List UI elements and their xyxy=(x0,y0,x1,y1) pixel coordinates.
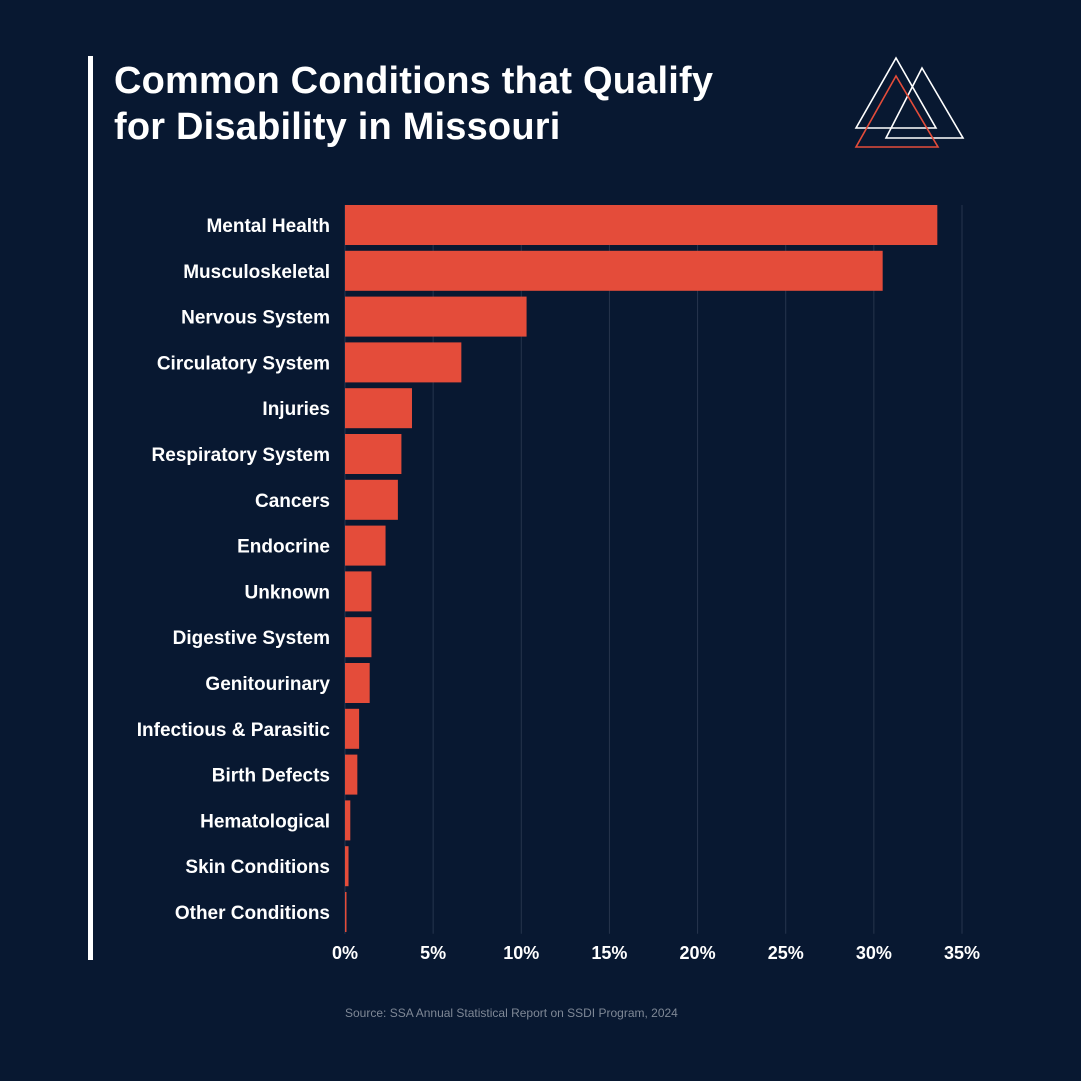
category-label: Birth Defects xyxy=(212,766,330,787)
category-label: Endocrine xyxy=(237,537,330,558)
category-label: Infectious & Parasitic xyxy=(137,720,331,741)
bar xyxy=(345,525,386,566)
category-label: Other Conditions xyxy=(175,903,330,924)
x-tick-label: 20% xyxy=(680,943,716,963)
category-label: Musculoskeletal xyxy=(183,262,330,283)
bar xyxy=(345,205,938,245)
category-label: Digestive System xyxy=(173,628,330,649)
accent-rule xyxy=(88,56,93,960)
title-line-2: for Disability in Missouri xyxy=(114,106,561,148)
bar xyxy=(345,617,372,658)
title-line-1: Common Conditions that Qualify xyxy=(114,60,714,102)
bar xyxy=(345,754,358,795)
category-label: Hematological xyxy=(200,811,330,832)
category-label: Injuries xyxy=(262,399,330,420)
bar xyxy=(345,388,412,429)
bar xyxy=(345,296,527,337)
bar xyxy=(345,892,347,932)
x-tick-label: 5% xyxy=(420,943,446,963)
logo-outline-triangle-left xyxy=(854,56,938,129)
triangles-logo-icon xyxy=(854,56,965,148)
x-tick-label: 10% xyxy=(503,943,539,963)
category-label: Nervous System xyxy=(181,308,330,329)
x-tick-label: 25% xyxy=(768,943,804,963)
bar-layer xyxy=(345,205,938,932)
category-label: Skin Conditions xyxy=(185,857,330,878)
logo-accent-triangle xyxy=(854,74,940,148)
x-tick-label: 15% xyxy=(591,943,627,963)
bar xyxy=(345,708,360,749)
bar xyxy=(345,571,372,612)
page-title: Common Conditions that Qualify for Disab… xyxy=(114,58,834,150)
bar xyxy=(345,250,883,291)
category-label: Unknown xyxy=(245,582,331,603)
bar xyxy=(345,479,398,520)
bar xyxy=(345,846,349,887)
x-tick-label: 0% xyxy=(332,943,358,963)
x-tick-layer: 0% 5% 10% 15% 20% 25% 30% 35% xyxy=(332,943,980,963)
x-tick-label: 30% xyxy=(856,943,892,963)
logo-outline-triangle-right xyxy=(884,66,965,139)
bar xyxy=(345,342,462,383)
bar-chart: Mental Health Musculoskeletal Nervous Syst… xyxy=(137,205,980,963)
bar xyxy=(345,800,351,841)
category-label-layer: Mental Health Musculoskeletal Nervous Syst… xyxy=(137,216,331,924)
category-label: Circulatory System xyxy=(157,353,330,374)
category-label: Mental Health xyxy=(206,216,330,237)
category-label: Respiratory System xyxy=(152,445,330,466)
source-note: Source: SSA Annual Statistical Report on… xyxy=(345,1006,678,1020)
bar xyxy=(345,434,402,474)
bar xyxy=(345,663,370,703)
x-tick-label: 35% xyxy=(944,943,980,963)
category-label: Cancers xyxy=(255,491,330,512)
category-label: Genitourinary xyxy=(205,674,330,695)
